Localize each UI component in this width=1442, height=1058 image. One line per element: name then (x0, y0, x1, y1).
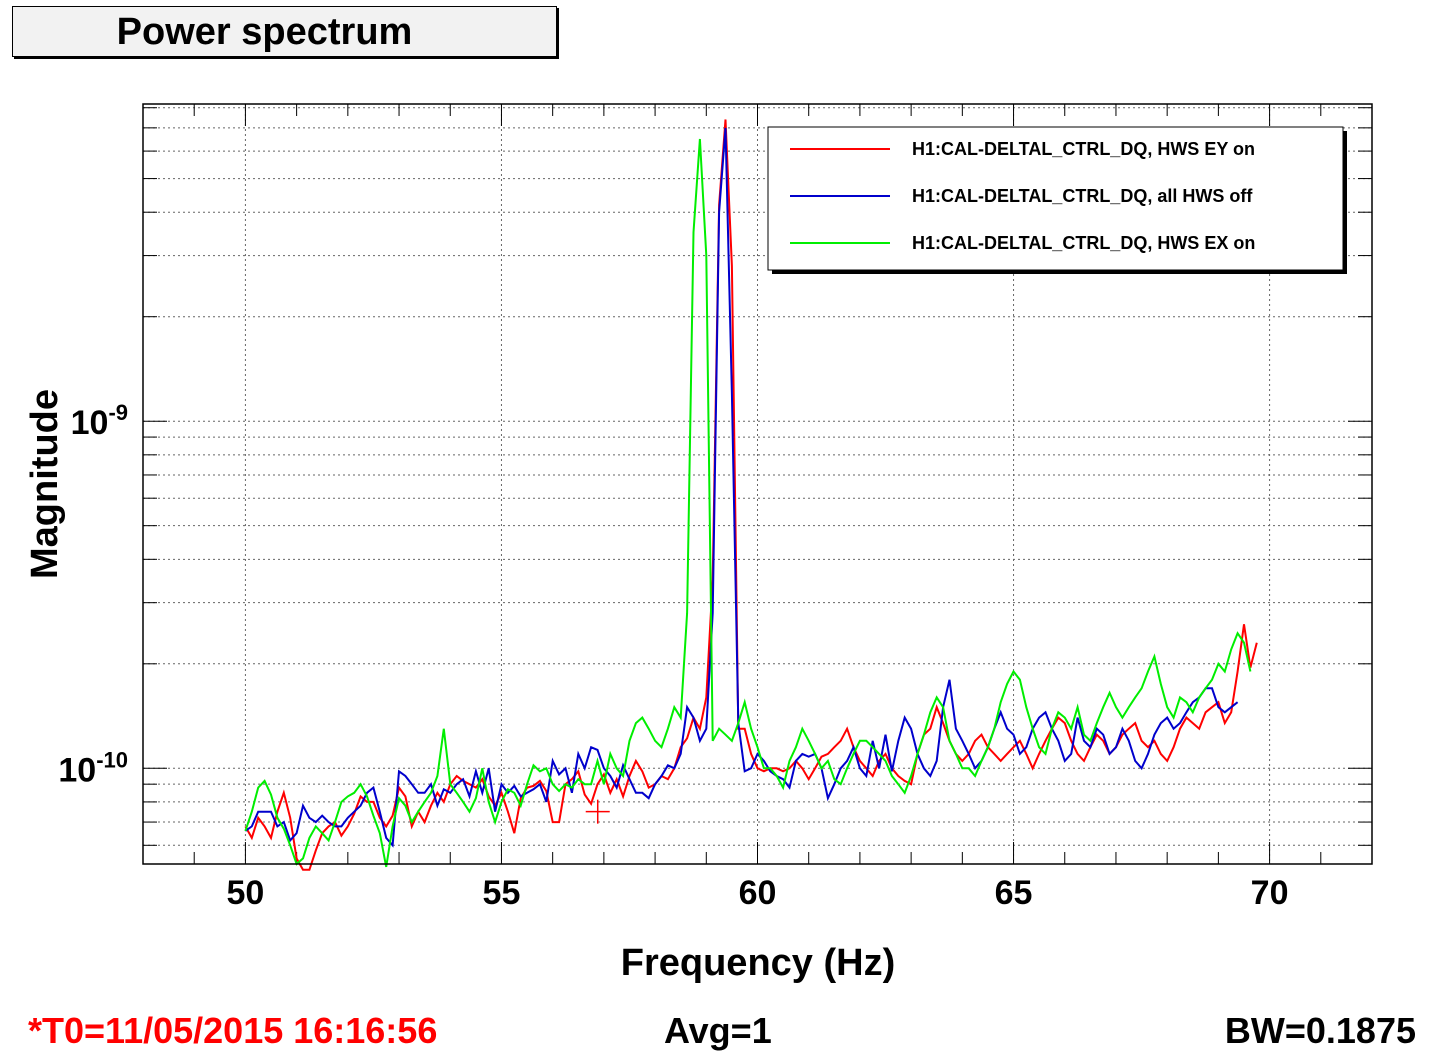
x-tick-label: 70 (1251, 874, 1289, 912)
x-tick-label: 50 (227, 874, 265, 912)
bandwidth: BW=0.1875 (1224, 1010, 1416, 1051)
series-line-1 (244, 119, 1258, 871)
x-tick-label: 60 (739, 874, 777, 912)
cursor-marker-icon (585, 799, 610, 824)
series-line-2 (244, 127, 1239, 848)
t0-timestamp: *T0=11/05/2015 16:16:56 (28, 1010, 438, 1051)
legend-box (767, 126, 1344, 271)
chart-title-box: Power spectrum (12, 6, 557, 57)
y-tick-label: 10-9 (71, 400, 128, 442)
averages-count: Avg=1 (664, 1010, 772, 1051)
legend-entry: H1:CAL-DELTAL_CTRL_DQ, HWS EX on (912, 233, 1255, 253)
chart-title: Power spectrum (116, 11, 413, 53)
legend: H1:CAL-DELTAL_CTRL_DQ, HWS EY on H1:CAL-D… (767, 126, 1347, 274)
legend-entry: H1:CAL-DELTAL_CTRL_DQ, all HWS off (912, 186, 1253, 206)
data-series (244, 119, 1258, 871)
x-tick-label: 65 (995, 874, 1033, 912)
plot-frame (142, 103, 1373, 865)
series-line-3 (244, 138, 1252, 868)
tick-labels: 50 55 60 65 70 10-10 10-9 (58, 400, 1288, 912)
x-axis-title: Frequency (Hz) (621, 942, 895, 984)
y-tick-label: 10-10 (58, 747, 128, 789)
x-tick-label: 55 (483, 874, 521, 912)
legend-entry: H1:CAL-DELTAL_CTRL_DQ, HWS EY on (912, 139, 1255, 159)
y-axis-title: Magnitude (24, 389, 66, 579)
